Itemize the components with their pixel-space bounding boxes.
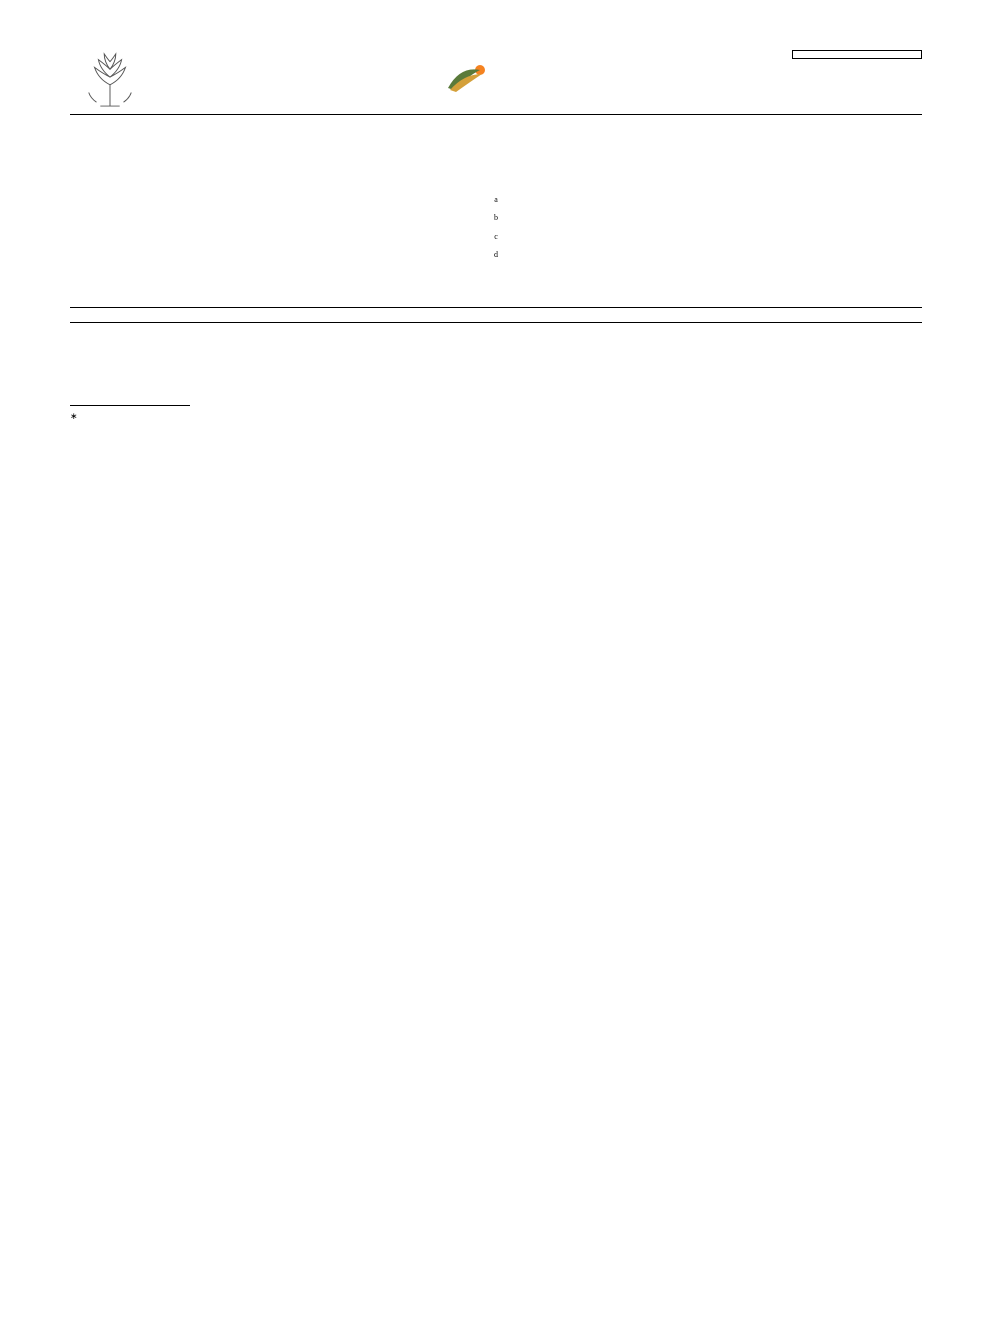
article-title	[70, 145, 922, 176]
elsevier-logo-block	[70, 50, 150, 110]
sciencedirect-swoosh-icon	[446, 60, 490, 94]
page-header	[70, 50, 922, 110]
bottom-info	[70, 470, 922, 484]
elsevier-tree-icon	[81, 50, 139, 108]
affiliation-d: d	[70, 249, 922, 267]
journal-title-box	[792, 50, 922, 59]
affiliation-b: b	[70, 212, 922, 230]
rule-above-abstract	[70, 307, 922, 308]
header-rule	[70, 114, 922, 115]
article-dates	[70, 277, 922, 292]
left-column: ∗	[70, 357, 482, 443]
body-columns: ∗	[70, 357, 922, 443]
center-header	[150, 50, 792, 108]
affiliation-a: a	[70, 194, 922, 212]
rule-below-keywords	[70, 322, 922, 323]
corresponding-marker: ∗	[70, 411, 78, 421]
right-column	[510, 357, 922, 443]
affiliations: a b c d	[70, 194, 922, 267]
affiliation-c: c	[70, 231, 922, 249]
sciencedirect-logo	[150, 60, 792, 94]
corresponding-footnote: ∗	[70, 410, 482, 443]
footnote-rule	[70, 405, 190, 406]
